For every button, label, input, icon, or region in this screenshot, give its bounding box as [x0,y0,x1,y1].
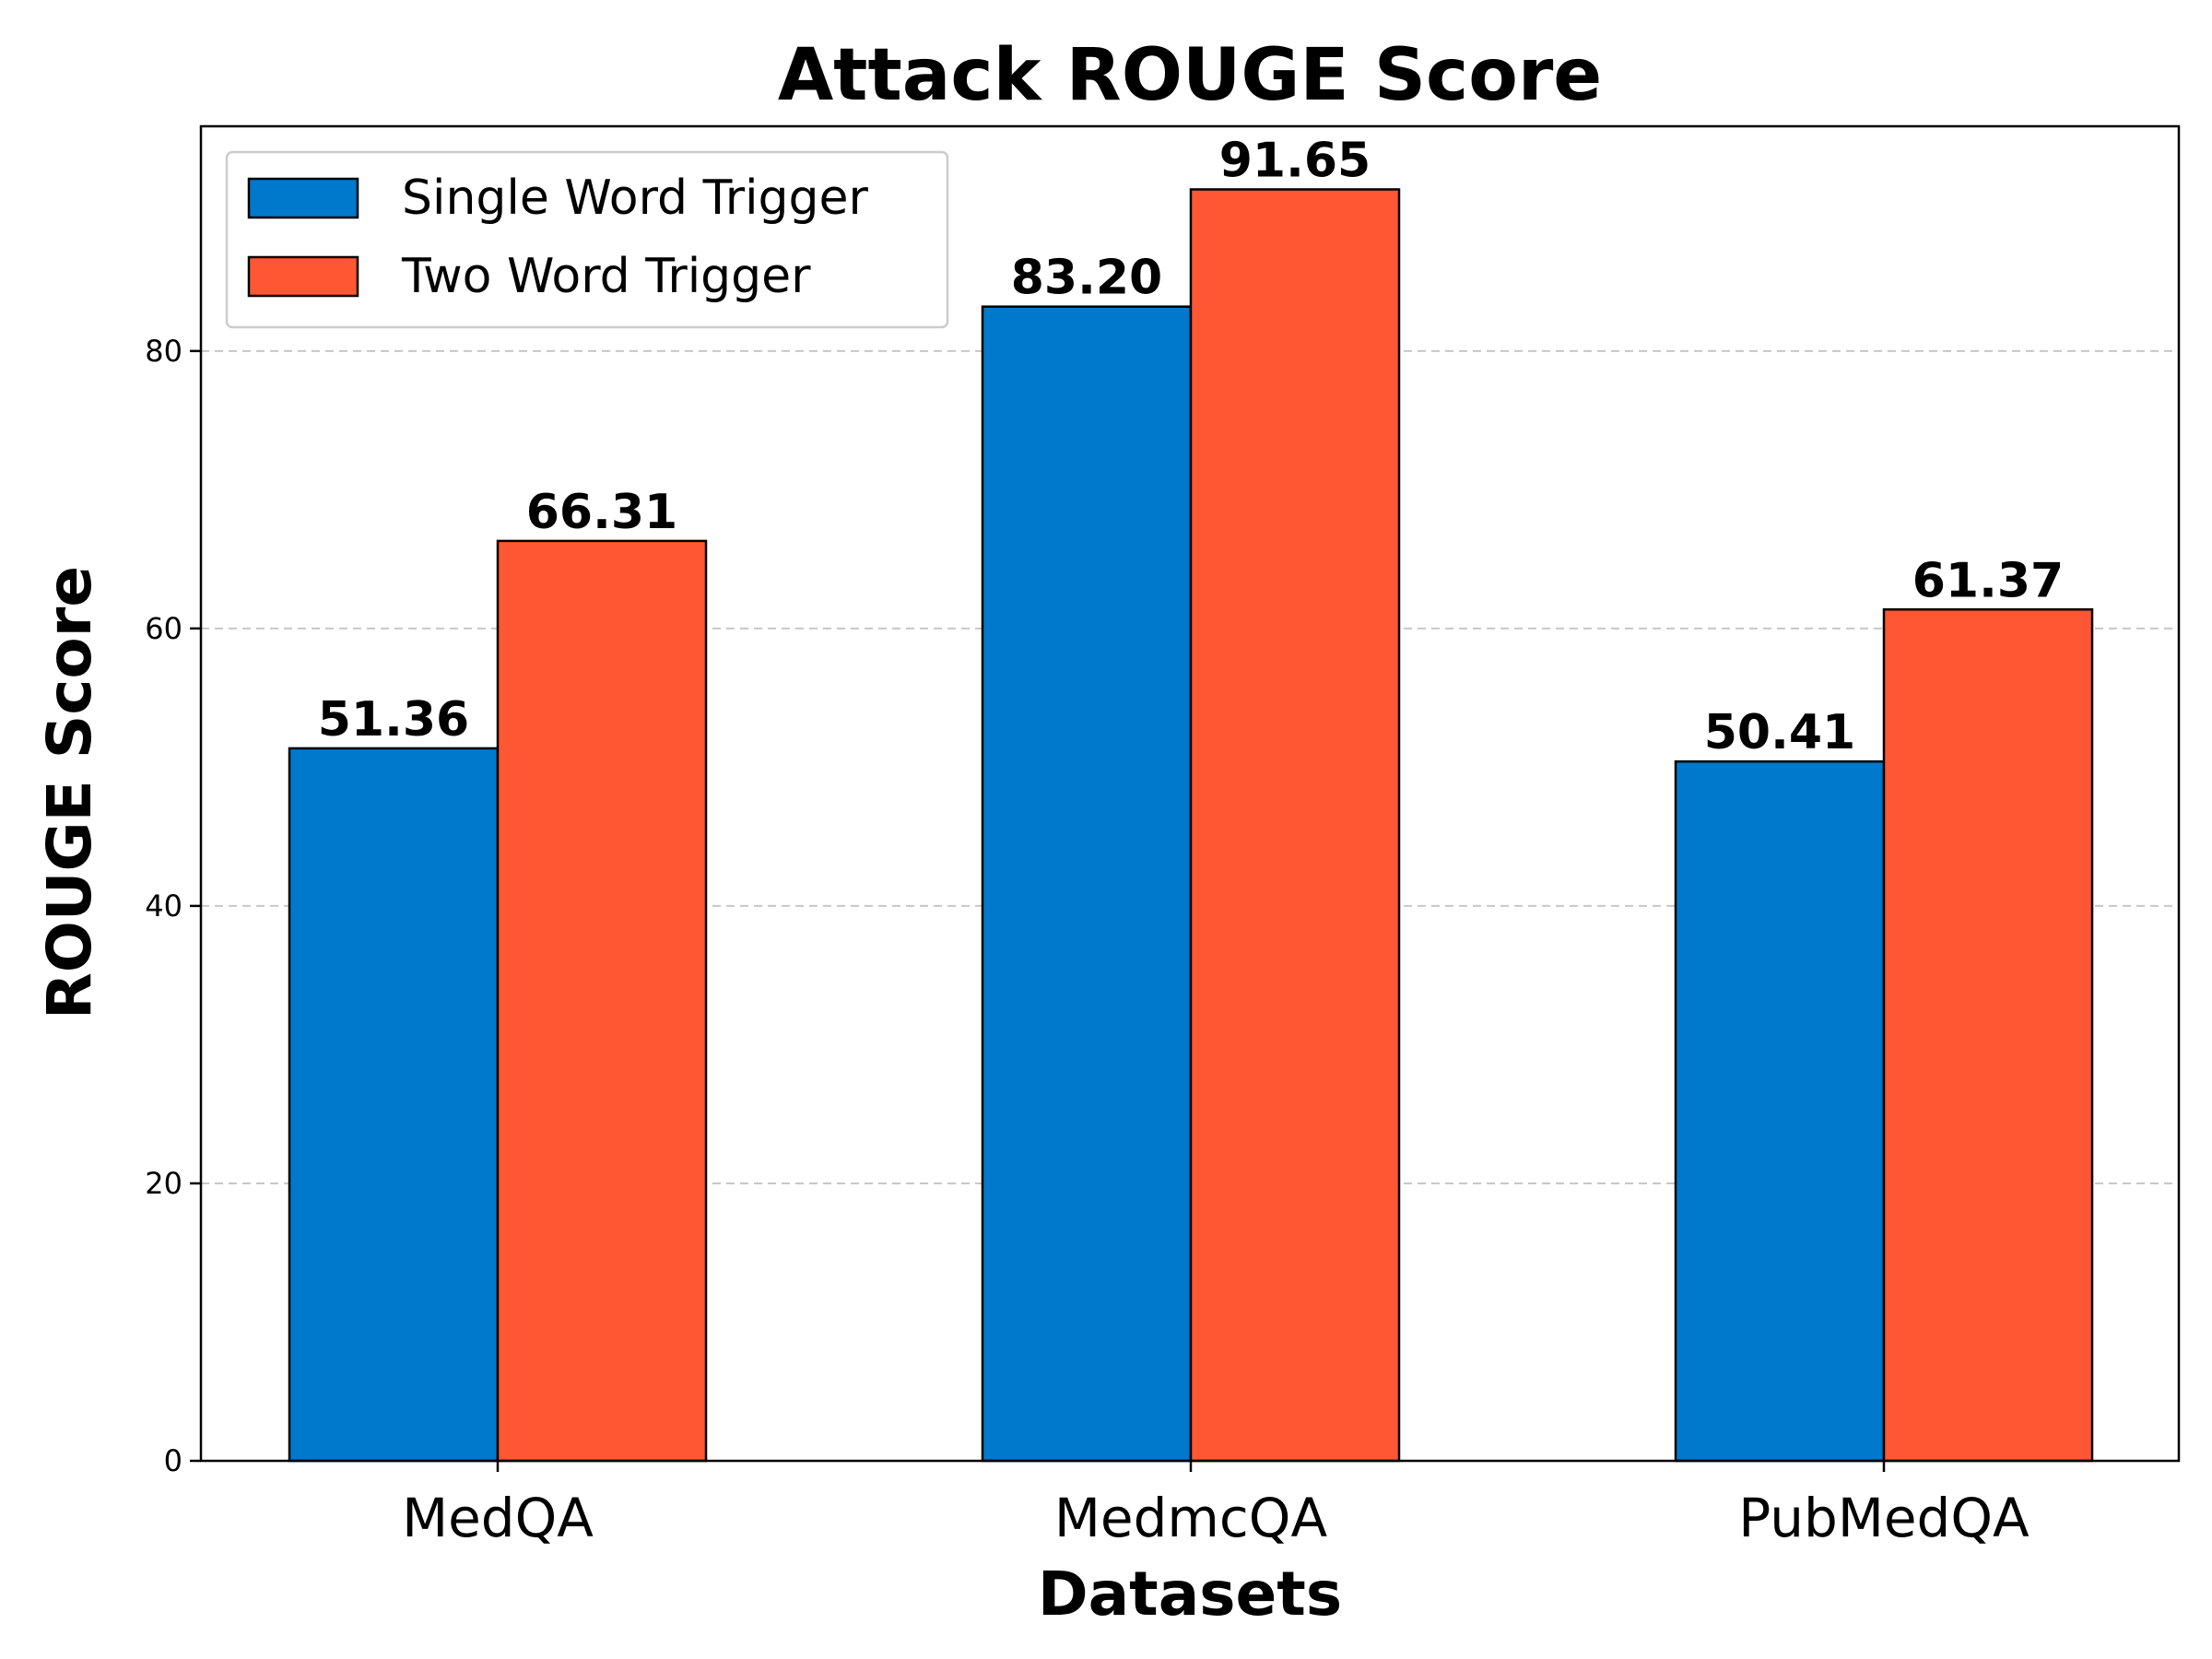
chart-title: Attack ROUGE Score [778,34,1602,117]
value-labels: 51.36 66.31 83.20 91.65 50.41 61.37 [318,133,2064,760]
bar-pubmedqa-single [1674,759,1886,1463]
value-label-pubmedqa-single: 50.41 [1704,705,1855,760]
y-tick-label-40: 40 [145,888,182,924]
value-label-medmcqa-two: 91.65 [1219,133,1371,188]
legend-label-single: Single Word Trigger [402,171,869,226]
bar-medmcqa-single [981,305,1193,1463]
legend-label-two: Two Word Trigger [401,249,811,304]
y-axis-label: ROUGE Score [34,566,105,1019]
y-tick-label-0: 0 [164,1443,182,1478]
bars [288,188,2094,1463]
y-axis-ticks: 0 20 40 60 80 [145,334,201,1478]
bar-medmcqa-two [1189,188,1401,1463]
bar-medqa-single [288,747,500,1463]
value-label-medqa-single: 51.36 [318,692,469,747]
value-label-pubmedqa-two: 61.37 [1912,553,2064,608]
legend-swatch-single [247,177,359,219]
x-tick-label-medmcqa: MedmcQA [1054,1487,1328,1549]
y-tick-label-20: 20 [145,1166,182,1201]
value-label-medmcqa-single: 83.20 [1011,251,1162,306]
bar-medqa-two [496,539,708,1463]
y-tick-label-80: 80 [145,334,182,369]
x-axis-label: Datasets [1038,1559,1342,1630]
x-tick-label-pubmedqa: PubMedQA [1738,1487,2030,1549]
legend-swatch-two [247,255,359,298]
legend-box [225,150,949,329]
y-tick-label-60: 60 [145,611,182,646]
value-label-medqa-two: 66.31 [526,485,677,540]
legend: Single Word Trigger Two Word Trigger [225,150,949,329]
x-axis-ticks: MedQA MedmcQA PubMedQA [402,1461,2030,1549]
x-tick-label-medqa: MedQA [402,1487,594,1549]
bar-pubmedqa-two [1882,608,2094,1463]
